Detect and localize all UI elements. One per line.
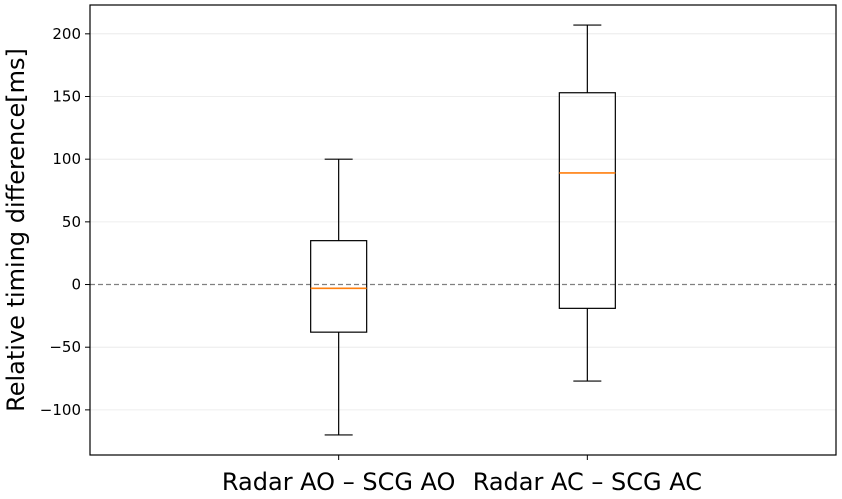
y-axis-ticks: −100 −50 0 50 100 150 200 xyxy=(40,25,90,419)
y-axis-title: Relative timing difference[ms] xyxy=(2,48,30,412)
grid-lines xyxy=(90,33,836,411)
x-tick-label: Radar AO – SCG AO xyxy=(222,468,456,496)
boxes xyxy=(310,24,616,436)
y-tick-label: 200 xyxy=(52,25,81,43)
y-tick-label: 0 xyxy=(71,276,81,294)
iqr-box xyxy=(558,92,616,309)
iqr-box xyxy=(310,240,368,333)
x-tick-label: Radar AC – SCG AC xyxy=(473,468,702,496)
box-2 xyxy=(558,24,616,382)
x-axis-ticks: Radar AO – SCG AO Radar AC – SCG AC xyxy=(222,455,702,496)
y-tick-label: −50 xyxy=(49,338,81,356)
y-tick-label: 150 xyxy=(52,88,81,106)
y-tick-label: 100 xyxy=(52,150,81,168)
y-tick-label: 50 xyxy=(62,213,81,231)
box-1 xyxy=(310,158,368,436)
y-tick-label: −100 xyxy=(40,401,81,419)
plot-frame xyxy=(89,4,837,456)
